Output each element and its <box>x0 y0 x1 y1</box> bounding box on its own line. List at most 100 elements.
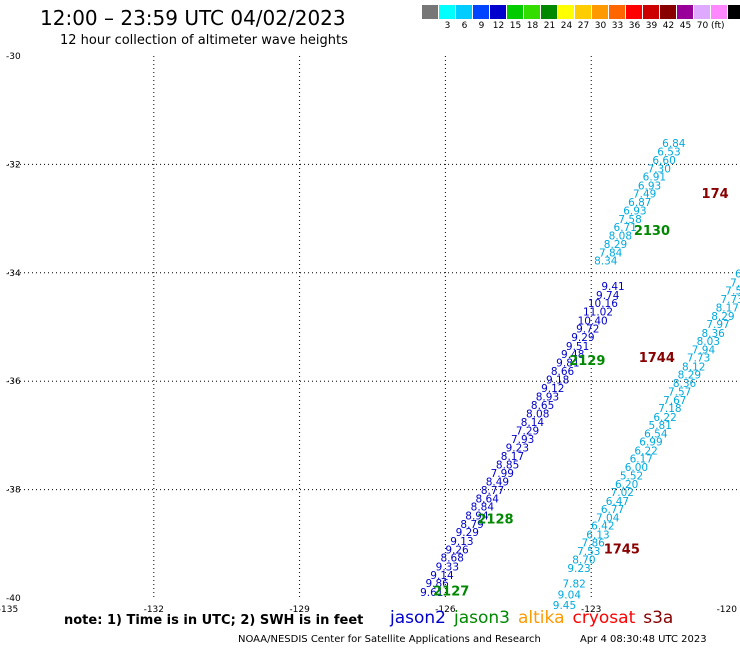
color-label: 39 <box>645 21 658 31</box>
wave-height-label: 8.17 <box>716 302 739 314</box>
color-swatch <box>524 5 541 19</box>
color-label: 3 <box>444 21 451 31</box>
color-swatch <box>711 5 728 19</box>
color-swatch <box>422 5 439 19</box>
wave-height-label: 8.79 <box>460 519 483 531</box>
color-label: 9 <box>478 21 485 31</box>
wave-height-label: 8.36 <box>673 378 697 390</box>
satellite-legend-item: cryosat <box>572 608 636 628</box>
wave-height-label: 7.94 <box>692 345 716 357</box>
wave-height-label: 9.29 <box>456 527 479 539</box>
wave-height-label: 7.29 <box>516 425 539 437</box>
wave-height-label: 8.49 <box>486 476 509 488</box>
color-label: 12 <box>492 21 505 31</box>
y-tick-label: -40 <box>6 594 21 604</box>
pass-time-label: 2128 <box>477 513 513 528</box>
wave-height-label: 9.86 <box>425 578 449 590</box>
wave-height-label: 8.70 <box>572 554 595 566</box>
wave-height-label: 8.93 <box>536 392 559 404</box>
x-tick-label: -123 <box>581 605 601 615</box>
wave-height-label: 7.77 <box>730 277 740 289</box>
wave-height-label: 10.16 <box>588 298 618 310</box>
color-swatch <box>507 5 524 19</box>
wave-height-label: 7.73 <box>687 353 710 365</box>
wave-height-label: 8.14 <box>521 417 545 429</box>
wave-height-label: 7.49 <box>633 188 656 200</box>
color-swatch <box>694 5 711 19</box>
wave-height-label: 6.77 <box>601 504 624 516</box>
color-label: 45 <box>679 21 692 31</box>
wave-height-label: 9.23 <box>567 563 590 575</box>
wave-height-label: 9.12 <box>541 383 564 395</box>
wave-height-label: 6.93 <box>638 180 661 192</box>
wave-height-label: 7.04 <box>596 513 620 525</box>
color-label: 6 <box>461 21 468 31</box>
wave-height-label: 6.17 <box>630 454 653 466</box>
wave-height-label: 9.26 <box>445 545 469 557</box>
wave-height-label: 8.03 <box>697 336 720 348</box>
wave-height-label: 8.66 <box>551 366 575 378</box>
wave-height-label: 7.93 <box>511 434 534 446</box>
wave-height-label: 9.74 <box>596 290 620 302</box>
wave-height-label: 9.72 <box>576 323 599 335</box>
wave-height-label: 6.84 <box>662 138 686 150</box>
wave-height-label: 5.52 <box>620 470 643 482</box>
wave-height-label: 6.94 <box>735 269 740 281</box>
wave-height-label: 8.34 <box>594 256 618 268</box>
color-label: 30 <box>594 21 607 31</box>
wave-height-label: 7.82 <box>562 579 585 591</box>
credit-line: NOAA/NESDIS Center for Satellite Applica… <box>238 634 541 645</box>
wave-height-label: 6.47 <box>606 496 629 508</box>
wave-height-label: 9.18 <box>546 374 569 386</box>
x-tick-label: -135 <box>0 605 18 615</box>
pass-time-label: 1744 <box>639 351 675 366</box>
y-tick-label: -36 <box>6 377 21 387</box>
color-label: 24 <box>560 21 573 31</box>
wave-height-label: 6.71 <box>614 222 637 234</box>
color-label: 18 <box>526 21 539 31</box>
wave-height-label: 9.41 <box>601 281 624 293</box>
wave-height-label: 8.08 <box>526 409 549 421</box>
pass-time-label: 2130 <box>634 224 670 239</box>
pass-time-label: 174 <box>702 187 729 202</box>
wave-height-label: 8.36 <box>701 328 725 340</box>
x-tick-label: -132 <box>144 605 164 615</box>
wave-height-label: 6.60 <box>652 155 675 167</box>
wave-height-label: 9.61 <box>420 587 443 599</box>
wave-height-label: 9.23 <box>506 443 529 455</box>
color-swatch <box>677 5 694 19</box>
wave-height-label: 9.33 <box>436 561 459 573</box>
wave-height-label: 6.13 <box>586 529 609 541</box>
color-swatch <box>592 5 609 19</box>
color-label: 21 <box>543 21 556 31</box>
chart-subtitle: 12 hour collection of altimeter wave hei… <box>60 33 348 48</box>
wave-height-label: 7.99 <box>491 468 514 480</box>
x-tick-label: -126 <box>435 605 456 615</box>
wave-height-label: 8.17 <box>501 451 524 463</box>
footnote: note: 1) Time is in UTC; 2) SWH is in fe… <box>64 613 364 628</box>
color-label: 15 <box>509 21 522 31</box>
satellite-legend: jason2 jason3 altika cryosat s3a <box>390 608 681 628</box>
color-swatch <box>541 5 558 19</box>
y-tick-label: -34 <box>6 269 21 279</box>
wave-height-label: 7.02 <box>611 487 634 499</box>
wave-height-label: 6.22 <box>653 412 676 424</box>
wave-height-label: 9.51 <box>566 341 589 353</box>
color-swatch <box>439 5 456 19</box>
wave-height-label: 8.94 <box>465 510 489 522</box>
wave-height-label: 8.84 <box>471 502 495 514</box>
color-swatch <box>473 5 490 19</box>
y-tick-label: -38 <box>6 486 21 496</box>
wave-height-label: 7.84 <box>599 248 623 260</box>
wave-height-label: 9.29 <box>571 332 594 344</box>
color-swatch <box>643 5 660 19</box>
color-legend-labels: 3 6 9 12 15 18 21 24 27 30 33 36 39 42 45 70 (ft) <box>422 19 740 31</box>
wave-height-label: 5.81 <box>649 420 672 432</box>
color-swatch <box>626 5 643 19</box>
color-swatch <box>456 5 473 19</box>
wave-height-label: 8.08 <box>609 231 632 243</box>
color-swatch <box>728 5 740 19</box>
satellite-legend-item: jason3 <box>454 608 510 628</box>
